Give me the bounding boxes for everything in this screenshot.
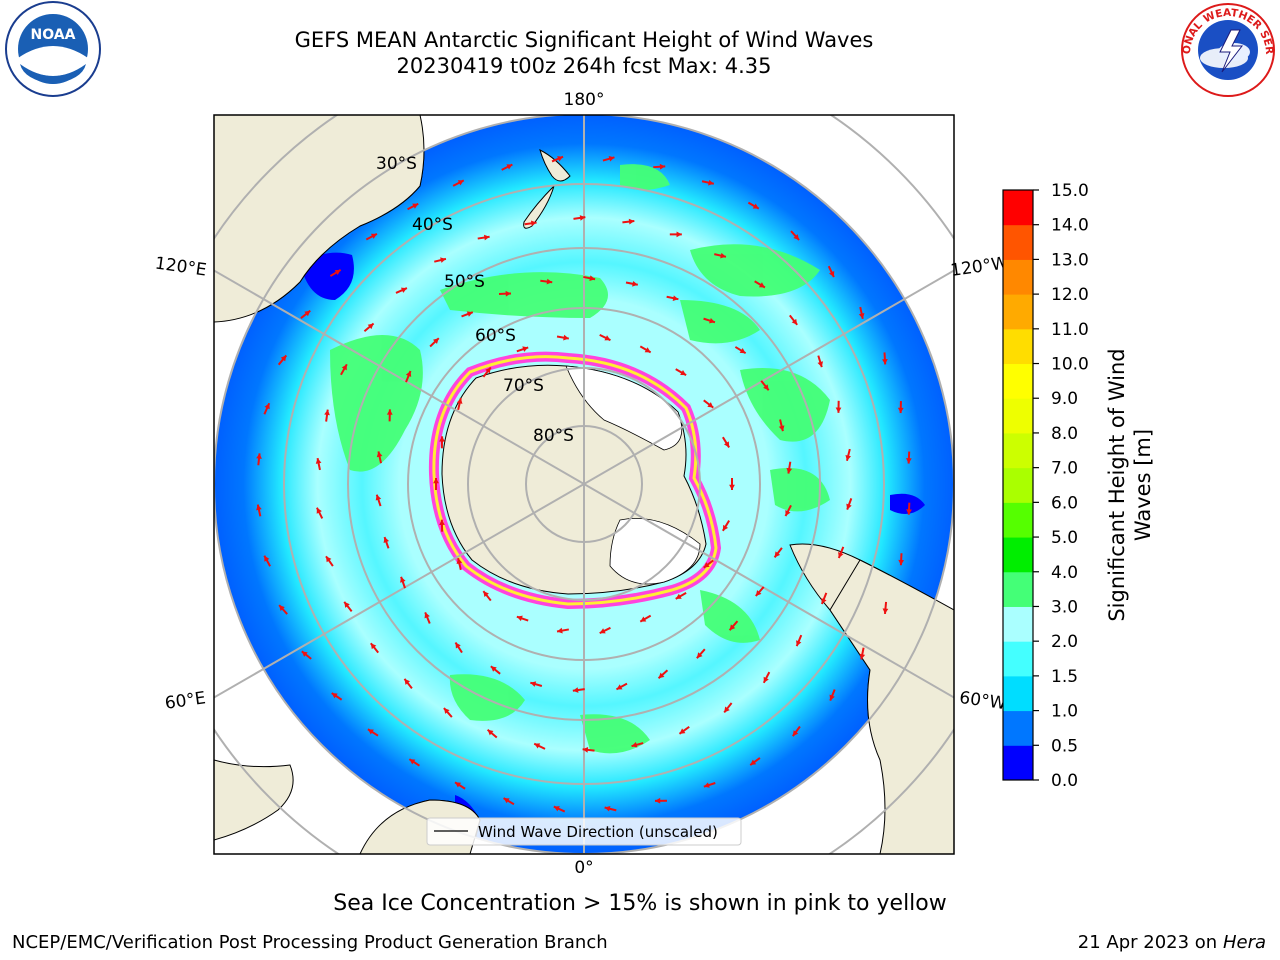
colorbar-label-line2: Waves [m]: [1131, 429, 1155, 541]
colorbar-segment: [1003, 745, 1033, 780]
colorbar-label-line1: Significant Height of Wind: [1105, 348, 1129, 621]
colorbar-segment: [1003, 364, 1033, 399]
colorbar-tick-label: 6.0: [1051, 493, 1078, 513]
colorbar-tick-label: 3.0: [1051, 597, 1078, 617]
run-date-text: 21 Apr 2023 on: [1078, 932, 1217, 953]
map-area: [0, 0, 1168, 960]
colorbar-segment: [1003, 190, 1033, 225]
lat-label-40s: 40°S: [412, 215, 453, 235]
colorbar-tick-label: 10.0: [1051, 355, 1089, 375]
colorbar-segment: [1003, 398, 1033, 433]
lon-label-0: 0°: [574, 858, 593, 878]
lat-label-60s: 60°S: [475, 326, 516, 346]
colorbar-segment: [1003, 606, 1033, 641]
colorbar-tick-label: 14.0: [1051, 216, 1089, 236]
colorbar-segment: [1003, 641, 1033, 676]
map-legend: Wind Wave Direction (unscaled): [427, 818, 741, 845]
colorbar-tick-label: 8.0: [1051, 424, 1078, 444]
colorbar-tick-label: 5.0: [1051, 528, 1078, 548]
colorbar-tick-label: 15.0: [1051, 181, 1089, 201]
colorbar-segment: [1003, 294, 1033, 329]
colorbar-tick-label: 2.0: [1051, 632, 1078, 652]
colorbar-segment: [1003, 572, 1033, 607]
colorbar-tick-label: 4.0: [1051, 563, 1078, 583]
colorbar-segment: [1003, 225, 1033, 260]
colorbar: 0.0 0.5 1.0 1.5 2.0 3.0 4.0 5.0 6.0 7.0 8.0 9.0 10.0…: [1003, 181, 1089, 791]
colorbar-segment: [1003, 468, 1033, 503]
lat-label-70s: 70°S: [503, 376, 544, 396]
colorbar-tick-label: 1.0: [1051, 702, 1078, 722]
colorbar-segment: [1003, 537, 1033, 572]
lat-label-30s: 30°S: [376, 154, 417, 174]
colorbar-segment: [1003, 433, 1033, 468]
lat-label-50s: 50°S: [444, 272, 485, 292]
colorbar-segment: [1003, 259, 1033, 294]
run-date: 21 Apr 2023 on Hera: [1078, 932, 1266, 953]
graticule: [0, 0, 1168, 960]
colorbar-tick-label: 12.0: [1051, 285, 1089, 305]
colorbar-tick-label: 7.0: [1051, 459, 1078, 479]
colorbar-tick-label: 0.5: [1051, 736, 1078, 756]
colorbar-segment: [1003, 711, 1033, 746]
lon-label-180: 180°: [564, 90, 605, 110]
legend-label: Wind Wave Direction (unscaled): [478, 823, 718, 841]
map-figure: 180° 120°E 120°W 60°E 60°W 0° 30°S 40°S …: [0, 0, 1280, 960]
sea-ice-caption: Sea Ice Concentration > 15% is shown in …: [0, 891, 1280, 916]
lon-label-60w: 60°W: [958, 688, 1007, 714]
credit-text: NCEP/EMC/Verification Post Processing Pr…: [12, 932, 608, 953]
lon-label-120w: 120°W: [949, 253, 1009, 281]
lon-label-120e: 120°E: [154, 254, 208, 281]
lat-label-80s: 80°S: [533, 426, 574, 446]
colorbar-segment: [1003, 676, 1033, 711]
lon-label-60e: 60°E: [164, 688, 207, 713]
machine-name: Hera: [1223, 932, 1266, 953]
colorbar-tick-label: 0.0: [1051, 771, 1078, 791]
colorbar-tick-label: 13.0: [1051, 250, 1089, 270]
colorbar-segment: [1003, 329, 1033, 364]
colorbar-tick-label: 11.0: [1051, 320, 1089, 340]
colorbar-segment: [1003, 502, 1033, 537]
colorbar-tick-label: 9.0: [1051, 389, 1078, 409]
colorbar-tick-label: 1.5: [1051, 667, 1078, 687]
